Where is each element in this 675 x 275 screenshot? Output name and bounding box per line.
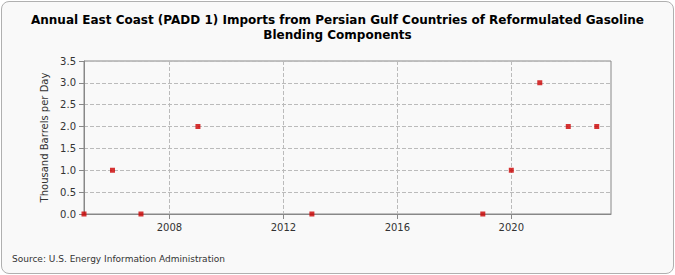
svg-text:2020: 2020 [499, 222, 524, 233]
svg-text:3.5: 3.5 [60, 56, 76, 67]
svg-text:2016: 2016 [385, 222, 410, 233]
svg-text:Blending Components: Blending Components [263, 28, 411, 42]
svg-text:3.0: 3.0 [60, 77, 76, 88]
svg-text:1.0: 1.0 [60, 165, 76, 176]
svg-text:2.5: 2.5 [60, 99, 76, 110]
svg-text:2.0: 2.0 [60, 121, 76, 132]
svg-text:Thousand Barrels per Day: Thousand Barrels per Day [39, 73, 50, 204]
svg-text:1.5: 1.5 [60, 143, 76, 154]
svg-text:0.0: 0.0 [60, 209, 76, 220]
svg-text:Annual East Coast (PADD 1) Imp: Annual East Coast (PADD 1) Imports from … [31, 13, 644, 27]
svg-text:2012: 2012 [271, 222, 296, 233]
svg-text:0.5: 0.5 [60, 187, 76, 198]
svg-text:Source: U.S. Energy Informatio: Source: U.S. Energy Information Administ… [12, 254, 225, 264]
svg-text:2008: 2008 [157, 222, 182, 233]
